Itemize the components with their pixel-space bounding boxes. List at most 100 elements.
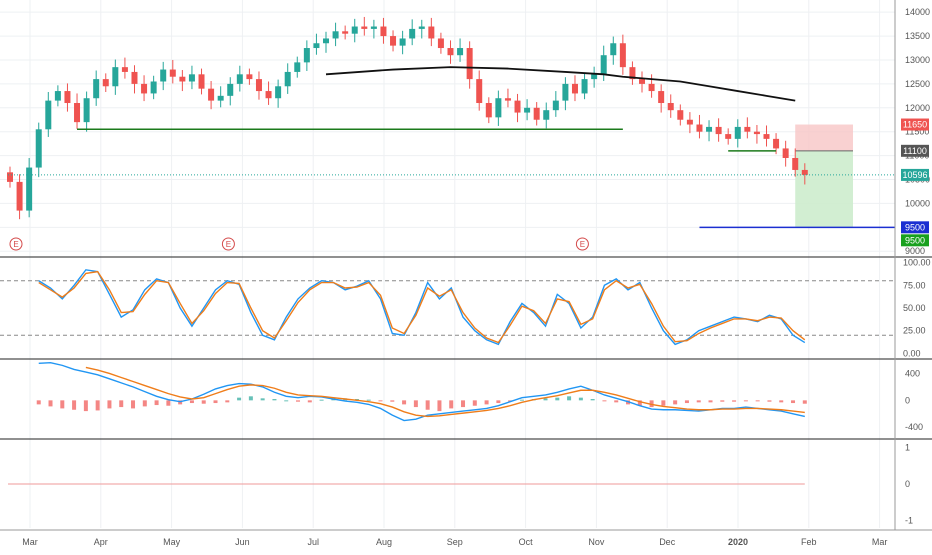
earnings-marker-icon xyxy=(575,237,589,251)
candle-body xyxy=(332,31,339,39)
price-tick-label: 13000 xyxy=(905,55,930,65)
candle-body xyxy=(45,100,52,130)
macd-histogram-bar xyxy=(673,400,678,405)
price-tick-label: 14000 xyxy=(905,7,930,17)
macd-histogram-bar xyxy=(661,400,666,406)
candle-body xyxy=(648,83,655,92)
candle-body xyxy=(131,71,138,84)
candle-body xyxy=(409,28,416,39)
candle-body xyxy=(351,26,358,34)
candle-body xyxy=(294,62,301,72)
price-tag xyxy=(901,234,929,247)
macd-histogram-bar xyxy=(36,400,41,405)
macd-histogram-bar xyxy=(437,400,442,412)
candle-body xyxy=(208,88,215,101)
macd-histogram-bar xyxy=(578,397,583,401)
candle-body xyxy=(658,91,665,104)
candle-body xyxy=(399,38,406,46)
price-tag-label: 9500 xyxy=(905,235,925,245)
price-tick-label: 13500 xyxy=(905,31,930,41)
candle-body xyxy=(323,38,330,44)
candle-body xyxy=(227,83,234,96)
candle-body xyxy=(303,48,310,63)
macd-histogram-bar xyxy=(72,400,77,410)
time-axis-label: Mar xyxy=(872,537,888,547)
candle-body xyxy=(418,26,425,29)
time-axis-label: 2020 xyxy=(728,537,748,547)
candle-body xyxy=(26,167,33,211)
candle-body xyxy=(686,119,693,125)
macd-histogram-bar xyxy=(484,400,489,405)
risk-reward-zones[interactable] xyxy=(795,124,853,228)
candle-body xyxy=(514,100,521,113)
time-axis-label: Dec xyxy=(659,537,676,547)
macd-histogram-bar xyxy=(142,400,147,407)
candle-body xyxy=(447,48,454,56)
candle-body xyxy=(380,26,387,37)
macd-histogram-bar xyxy=(48,400,53,407)
macd-tick-label: 0 xyxy=(905,395,910,405)
bottom-tick-label: 1 xyxy=(905,442,910,452)
candle-body xyxy=(667,103,674,111)
candle-body xyxy=(370,26,377,29)
time-axis-label: Oct xyxy=(519,537,534,547)
macd-histogram-bar xyxy=(95,400,100,411)
macd-histogram-bar xyxy=(248,396,253,401)
macd-histogram-bar xyxy=(260,398,265,401)
price-tag xyxy=(901,118,929,131)
candle-body xyxy=(610,43,617,56)
earnings-marker-label: E xyxy=(580,240,585,249)
candle-body xyxy=(437,38,444,49)
candle-body xyxy=(141,83,148,94)
candle-body xyxy=(619,43,626,68)
bottom-tick-label: 0 xyxy=(905,479,910,489)
candle-body xyxy=(571,83,578,94)
macd-panel[interactable] xyxy=(36,361,807,422)
candle-body xyxy=(677,110,684,120)
macd-histogram-bar xyxy=(461,400,466,408)
earnings-marker-label: E xyxy=(226,240,231,249)
macd-histogram-bar xyxy=(472,400,477,406)
price-tag-label: 9500 xyxy=(905,222,925,232)
candle-body xyxy=(342,31,349,34)
macd-histogram-bar xyxy=(189,400,194,404)
macd-tick-label: 400 xyxy=(905,368,920,378)
macd-histogram-bar xyxy=(614,400,619,403)
candle-body xyxy=(696,124,703,132)
time-axis-label: Nov xyxy=(588,537,605,547)
macd-histogram-bar xyxy=(743,400,748,402)
candle-body xyxy=(160,69,167,82)
macd-histogram-bar xyxy=(272,399,277,401)
candle-body xyxy=(504,98,511,101)
candle-body xyxy=(236,74,243,84)
candle-body xyxy=(562,83,569,101)
macd-histogram-bar xyxy=(708,400,713,403)
macd-histogram-bar xyxy=(413,400,418,408)
macd-histogram-bar xyxy=(755,400,760,402)
price-tick-label: 11500 xyxy=(905,127,929,137)
macd-histogram-bar xyxy=(732,400,737,402)
macd-histogram-bar xyxy=(225,400,230,403)
candle-body xyxy=(581,79,588,94)
price-tick-label: 12000 xyxy=(905,103,930,113)
time-axis-label: Mar xyxy=(22,537,38,547)
candle-body xyxy=(64,91,71,104)
candle-body xyxy=(744,126,751,132)
candle-body xyxy=(265,91,272,99)
candle-body xyxy=(715,126,722,135)
profit-target-zone xyxy=(795,150,853,228)
price-tick-label: 10000 xyxy=(905,198,930,208)
candle-body xyxy=(169,69,176,77)
stochastic-panel[interactable] xyxy=(0,269,895,346)
macd-histogram-bar xyxy=(519,399,524,401)
time-axis-label: Apr xyxy=(94,537,108,547)
price-tag xyxy=(901,168,929,181)
candle-body xyxy=(275,86,282,99)
candle-body xyxy=(74,103,81,123)
candle-body xyxy=(150,81,157,94)
candle-body xyxy=(428,26,435,39)
candle-body xyxy=(753,131,760,135)
